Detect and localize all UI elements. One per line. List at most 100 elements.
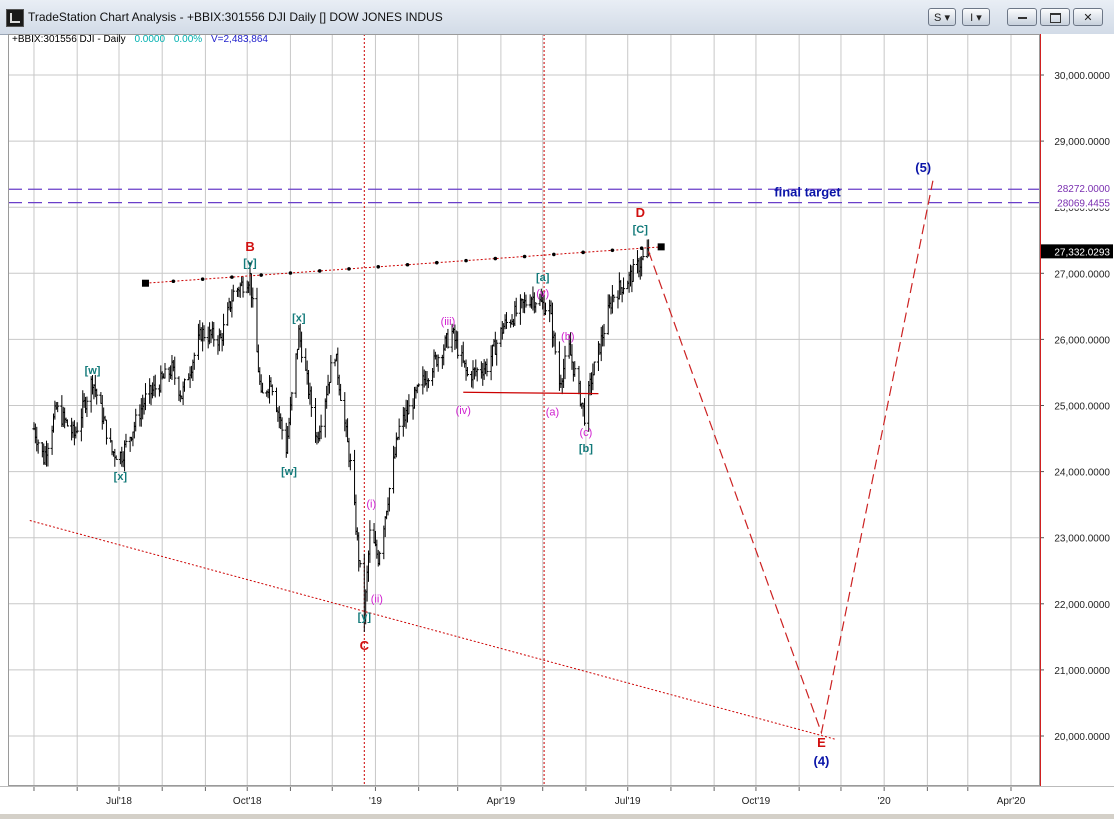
- trendline-marker: [522, 254, 527, 259]
- trendline-marker: [434, 260, 439, 265]
- wave-label: [w]: [281, 466, 297, 478]
- support-line: [463, 391, 599, 395]
- i-dropdown-button[interactable]: I ▾: [962, 8, 990, 26]
- minimize-button[interactable]: [1007, 8, 1037, 26]
- time-tick-label: Jul'19: [615, 796, 641, 807]
- target-low-bg: [1041, 196, 1113, 209]
- trendline-marker: [552, 252, 556, 257]
- price-tick-label: 24,000.0000: [1054, 468, 1110, 479]
- price-tick-label: 25,000.0000: [1054, 402, 1110, 413]
- minimize-icon: [1017, 17, 1027, 20]
- wave-label: (4): [814, 754, 830, 769]
- price-tick-label: 22,000.0000: [1054, 600, 1110, 611]
- wave-label: C: [360, 638, 370, 653]
- chevron-down-icon: ▾: [944, 12, 950, 24]
- time-tick-label: Jul'18: [106, 796, 132, 807]
- trendline-marker: [171, 279, 176, 284]
- target-high-label: 28272.0000: [1057, 184, 1110, 195]
- close-button[interactable]: ✕: [1073, 8, 1103, 26]
- trendline-marker: [464, 258, 468, 263]
- wave-label: (iv): [456, 405, 471, 417]
- trendline-marker: [288, 271, 293, 275]
- price-tick-label: 29,000.0000: [1054, 137, 1110, 148]
- wave-label: (c): [579, 427, 592, 439]
- price-axis-scale: 30,000.0000 29,000.0000 28,000.0000 27,000.…: [1040, 34, 1113, 786]
- plot-border: [8, 34, 1040, 786]
- time-axis-scale: Jul'18 Oct'18 '19 Apr'19 Jul'19 Oct'19 '20 Apr'…: [33, 787, 1026, 807]
- price-tick-label: 20,000.0000: [1054, 732, 1110, 743]
- trendline-marker: [376, 265, 381, 269]
- last-price-box: [1041, 244, 1113, 259]
- trendline-marker: [230, 275, 234, 279]
- trendline-marker: [347, 267, 351, 271]
- plot-background: [8, 34, 1040, 786]
- s-dropdown-button[interactable]: S ▾: [928, 8, 956, 26]
- time-tick-label: Oct'19: [742, 796, 771, 807]
- price-tick-label: 21,000.0000: [1054, 666, 1110, 677]
- wave-label: [a]: [536, 272, 550, 284]
- trendline-marker: [405, 262, 410, 267]
- time-tick-label: Oct'18: [233, 796, 262, 807]
- lower-trendline: [29, 520, 836, 740]
- plot-area[interactable]: final target B [y] [w] [x] [x] [w] (i) (ii) [y] C (…: [8, 34, 1040, 786]
- maximize-button[interactable]: [1040, 8, 1070, 26]
- target-high-bg: [1041, 182, 1113, 195]
- wave-label: [x]: [114, 471, 128, 483]
- trendline-marker: [493, 256, 498, 261]
- symbol-info-bar: +BBIX:301556 DJI - Daily 0.0000 0.00% V=…: [12, 34, 274, 45]
- window-title: TradeStation Chart Analysis - +BBIX:3015…: [28, 10, 443, 24]
- target-low-label: 28069.4455: [1057, 199, 1110, 210]
- wave-label: [C]: [633, 224, 649, 236]
- wave-label: [y]: [358, 611, 372, 623]
- trendline-marker: [581, 250, 585, 255]
- wave-label: [b]: [579, 443, 593, 455]
- wave-label: (i): [366, 498, 376, 510]
- price-axis[interactable]: 30,000.0000 29,000.0000 28,000.0000 27,000.…: [1040, 34, 1114, 786]
- trendline-marker: [200, 277, 205, 281]
- time-tick-label: '19: [369, 796, 382, 807]
- wave-label: (b): [561, 331, 574, 343]
- final-target-label: final target: [774, 185, 841, 200]
- trendline-anchor-left: [141, 279, 149, 287]
- change-percent: 0.00%: [173, 34, 203, 45]
- close-icon: ✕: [1083, 12, 1093, 24]
- trendline-marker: [259, 273, 263, 277]
- trendline-marker: [610, 248, 615, 253]
- title-bar: TradeStation Chart Analysis - +BBIX:3015…: [0, 0, 1114, 35]
- wave-label: (iii): [441, 316, 456, 328]
- tradestation-app-icon: [6, 9, 24, 27]
- wave-label: E: [817, 735, 826, 750]
- s-button-label: S: [934, 12, 942, 24]
- wave-label: D: [636, 205, 645, 220]
- price-tick-label: 28,000.0000: [1054, 203, 1110, 214]
- chevron-down-icon: ▾: [976, 12, 982, 24]
- change-value: 0.0000: [134, 34, 166, 45]
- i-button-label: I: [970, 12, 974, 24]
- wave-label: (v): [536, 288, 549, 300]
- time-tick-label: Apr'20: [997, 796, 1026, 807]
- price-tick-label: 23,000.0000: [1054, 534, 1110, 545]
- trendline-marker: [317, 269, 322, 273]
- trendline-anchor-right: [657, 243, 665, 251]
- symbol-label: +BBIX:301556 DJI - Daily: [12, 34, 126, 45]
- last-price-label: 27,332.0293: [1054, 247, 1110, 258]
- price-chart: final target B [y] [w] [x] [x] [w] (i) (ii) [y] C (…: [8, 34, 1040, 786]
- maximize-icon: [1049, 13, 1061, 24]
- trendline-marker: [639, 246, 644, 251]
- price-tick-label: 30,000.0000: [1054, 71, 1110, 82]
- wave-label: (a): [546, 406, 559, 418]
- price-tick-label: 26,000.0000: [1054, 335, 1110, 346]
- time-axis[interactable]: Jul'18 Oct'18 '19 Apr'19 Jul'19 Oct'19 '20 Apr'…: [0, 786, 1114, 814]
- wave-label: (ii): [371, 593, 383, 605]
- wave-label: [x]: [292, 313, 306, 325]
- wave-label: (5): [915, 160, 931, 175]
- wave-label: [y]: [243, 258, 257, 270]
- projection-path: [648, 180, 934, 735]
- time-tick-label: Apr'19: [487, 796, 516, 807]
- price-bars: [32, 239, 651, 632]
- time-tick-label: '20: [878, 796, 891, 807]
- wave-label: B: [245, 239, 254, 254]
- volume-value: V=2,483,864: [210, 34, 268, 45]
- price-tick-label: 27,000.0000: [1054, 269, 1110, 280]
